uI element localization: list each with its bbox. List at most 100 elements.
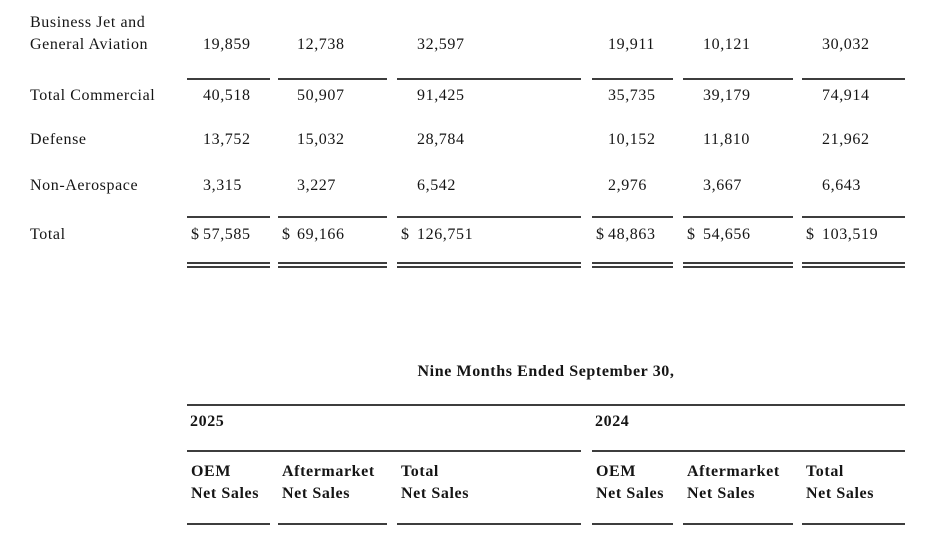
cell-value: 10,152 [608, 131, 656, 148]
column-header-bottom: Net Sales [596, 485, 665, 502]
year-label: 2024 [595, 413, 630, 430]
column-header-top: Total [806, 463, 844, 480]
dollar-sign: $ [282, 226, 291, 243]
column-header-top: Total [401, 463, 439, 480]
cell-value: 35,735 [608, 87, 656, 104]
column-header: Aftermarket Net Sales [683, 461, 793, 505]
column-header-bottom: Net Sales [401, 485, 470, 502]
column-rule [278, 78, 387, 80]
cell-value: 3,315 [203, 177, 242, 194]
column-rule-row [187, 523, 905, 525]
dollar-sign: $ [401, 226, 410, 243]
cell-value: 3,667 [703, 177, 742, 194]
subtotal-rule-row [30, 78, 905, 80]
cell-value: 19,911 [608, 36, 656, 53]
double-rule [592, 262, 673, 268]
column-header: OEM Net Sales [187, 461, 270, 505]
table-row: Defense 13,752 15,032 28,784 10,152 11,8… [30, 129, 905, 151]
cell-value: 3,227 [297, 177, 336, 194]
year-group-rule [592, 450, 905, 452]
value-text: 69,166 [297, 226, 345, 243]
column-header-top: Aftermarket [282, 463, 375, 480]
sales-by-market-table: Business Jet and General Aviation 19,859… [30, 12, 905, 268]
cell-value: 10,121 [703, 36, 751, 53]
cell-value: $ 126,751 [397, 224, 581, 246]
column-rule [278, 216, 387, 218]
year-header-row: 2025 2024 [187, 411, 905, 433]
column-rule [802, 78, 905, 80]
column-rule [683, 216, 793, 218]
column-header-bottom: Net Sales [806, 485, 875, 502]
column-header-top: OEM [596, 463, 637, 480]
column-rule [397, 78, 581, 80]
column-rule [592, 78, 673, 80]
column-rule [683, 523, 793, 525]
value-text: 57,585 [203, 226, 251, 243]
dollar-sign: $ [596, 226, 605, 243]
column-header-bottom: Net Sales [191, 485, 260, 502]
row-label: Total [30, 226, 66, 243]
table-row: Business Jet and General Aviation 19,859… [30, 12, 905, 56]
table-row: Non-Aerospace 3,315 3,227 6,542 2,976 3,… [30, 175, 905, 197]
row-label: Non-Aerospace [30, 177, 139, 194]
column-header: Aftermarket Net Sales [278, 461, 387, 505]
column-rule [802, 523, 905, 525]
column-header: Total Net Sales [397, 461, 581, 505]
double-rule [278, 262, 387, 268]
dollar-sign: $ [806, 226, 815, 243]
column-rule [397, 523, 581, 525]
row-label: Business Jet and General Aviation [30, 14, 149, 53]
total-rule-row [30, 216, 905, 218]
column-header-top: OEM [191, 463, 232, 480]
cell-value: 30,032 [822, 36, 870, 53]
nine-months-table-header: Nine Months Ended September 30, 2025 202… [187, 361, 905, 525]
table-row-total: Total $ 57,585 $ 69,166 $ 126,751 $ 48,8… [30, 224, 905, 246]
cell-value: 91,425 [417, 87, 465, 104]
column-rule [187, 216, 270, 218]
column-rule [187, 523, 270, 525]
value-text: 103,519 [822, 226, 879, 243]
year-group-rule-row [187, 450, 905, 452]
column-header: Total Net Sales [802, 461, 905, 505]
column-rule [592, 216, 673, 218]
cell-value: 39,179 [703, 87, 751, 104]
column-header-row: OEM Net Sales Aftermarket Net Sales Tota… [187, 461, 905, 505]
year-group-rule [187, 450, 581, 452]
cell-value: 40,518 [203, 87, 251, 104]
column-rule [592, 523, 673, 525]
double-rule [187, 262, 270, 268]
cell-value: 19,859 [203, 36, 251, 53]
cell-value: 15,032 [297, 131, 345, 148]
column-rule [187, 78, 270, 80]
cell-value: 21,962 [822, 131, 870, 148]
cell-value: $ 69,166 [278, 224, 387, 246]
dollar-sign: $ [687, 226, 696, 243]
value-text: 54,656 [703, 226, 751, 243]
cell-value: 13,752 [203, 131, 251, 148]
column-rule [397, 216, 581, 218]
cell-value: 6,542 [417, 177, 456, 194]
double-rule [683, 262, 793, 268]
cell-value: 11,810 [703, 131, 751, 148]
column-header-bottom: Net Sales [687, 485, 756, 502]
period-rule [187, 404, 905, 406]
cell-value: 2,976 [608, 177, 647, 194]
column-header: OEM Net Sales [592, 461, 673, 505]
cell-value: $ 48,863 [592, 224, 673, 246]
column-header-top: Aftermarket [687, 463, 780, 480]
value-text: 126,751 [417, 226, 474, 243]
column-rule [278, 523, 387, 525]
column-rule [802, 216, 905, 218]
table-row: Total Commercial 40,518 50,907 91,425 35… [30, 85, 905, 107]
double-rule [397, 262, 581, 268]
year-label: 2025 [190, 413, 225, 430]
cell-value: 32,597 [417, 36, 465, 53]
value-text: 48,863 [608, 226, 656, 243]
cell-value: $ 103,519 [802, 224, 905, 246]
dollar-sign: $ [191, 226, 200, 243]
cell-value: $ 57,585 [187, 224, 270, 246]
cell-value: 74,914 [822, 87, 870, 104]
column-rule [683, 78, 793, 80]
grand-total-double-rule-row [30, 262, 905, 268]
column-header-bottom: Net Sales [282, 485, 351, 502]
